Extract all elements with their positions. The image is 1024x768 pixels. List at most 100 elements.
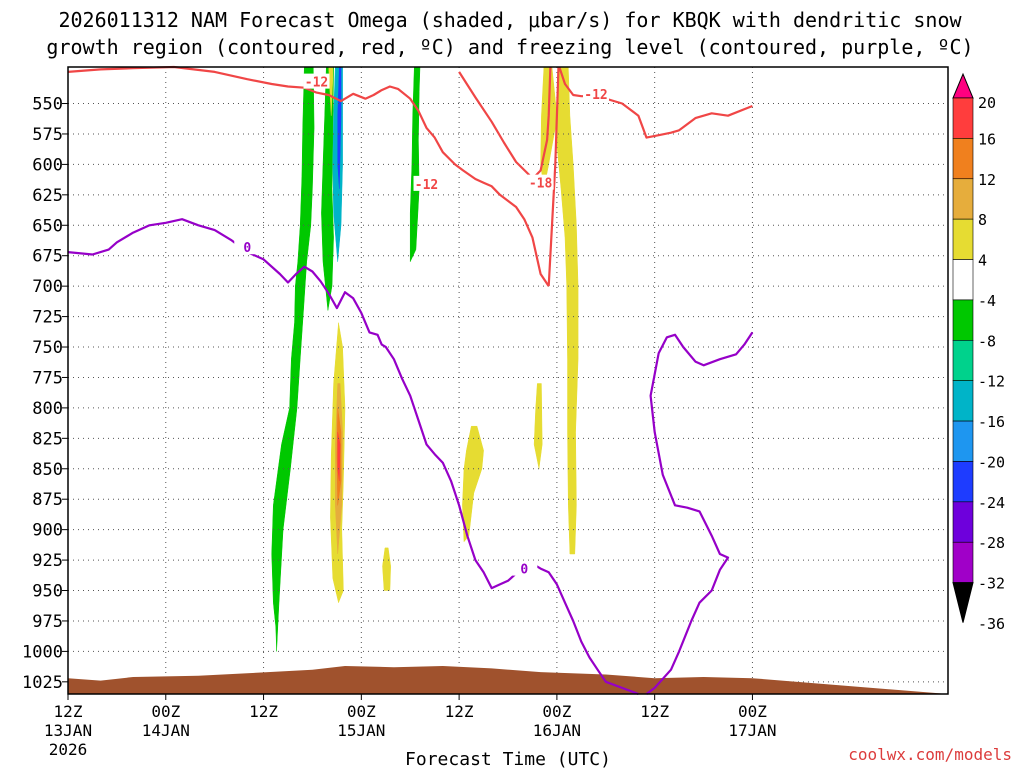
x-tick-date-60: 16JAN: [533, 721, 581, 740]
y-tick-label-750: 750: [32, 338, 63, 358]
colorbar-bin-5: [952, 259, 974, 301]
colorbar-label-10: -24: [978, 494, 1005, 512]
colorbar-bin-10: [952, 461, 974, 503]
y-tick-label-800: 800: [32, 399, 63, 419]
x-tick-label-36: 00Z: [347, 702, 376, 721]
colorbar-bin-2: [952, 138, 974, 180]
y-tick-label-900: 900: [32, 521, 63, 541]
dgz-line-1: [458, 66, 552, 181]
frz-line-1: [645, 331, 754, 695]
colorbar-label-7: -12: [978, 373, 1005, 391]
ground-surface: [68, 666, 948, 694]
omega-region-0: [271, 66, 315, 652]
colorbar-bin-3: [952, 178, 974, 220]
x-tick-date-12: 14JAN: [142, 721, 190, 740]
y-tick-label-850: 850: [32, 460, 63, 480]
colorbar-label-1: 16: [978, 130, 996, 148]
colorbar-bin-9: [952, 420, 974, 462]
y-tick-label-725: 725: [32, 308, 63, 328]
y-tick-label-1000: 1000: [22, 642, 63, 662]
y-tick-label-775: 775: [32, 368, 63, 388]
omega-region-2: [409, 66, 421, 262]
y-tick-label-875: 875: [32, 490, 63, 510]
dendritic-growth-contours: -12 -12 -18 -12: [67, 65, 753, 287]
dgz-label-d: -12: [584, 88, 607, 103]
x-tick-label-60: 00Z: [542, 702, 571, 721]
dgz-label-d-bg: [583, 85, 609, 101]
colorbar-label-2: 12: [978, 171, 996, 189]
colorbar-bin-1: [952, 97, 974, 139]
omega-region-1: [321, 66, 334, 311]
frz-label-b: 0: [520, 563, 528, 578]
dgz-line-0: [67, 65, 550, 287]
colorbar-bin-4: [952, 218, 974, 260]
chart-title-line-2: growth region (contoured, red, ºC) and f…: [46, 35, 973, 59]
colorbar-label-12: -32: [978, 575, 1005, 593]
omega-region-12: [533, 383, 543, 469]
dgz-label-c: -18: [529, 177, 553, 192]
dgz-label-c-bg: [527, 174, 554, 190]
x-tick-date-36: 15JAN: [337, 721, 385, 740]
colorbar-label-0: 20: [978, 94, 996, 112]
colorbar-label-3: 8: [978, 211, 987, 229]
colorbar-label-13: -36: [978, 615, 1005, 633]
x-tick-label-72: 12Z: [640, 702, 669, 721]
colorbar-label-5: -4: [978, 292, 996, 310]
dgz-label-b: -12: [415, 178, 438, 193]
frz-label-a: 0: [243, 241, 251, 256]
terrain-fill: [68, 666, 948, 694]
y-axis: 550 575 600 625 650 675 700 725 750 775 800 825 850 8…: [22, 95, 68, 693]
x-tick-year-0: 2026: [49, 740, 88, 759]
colorbar-label-11: -28: [978, 534, 1005, 552]
colorbar-bin-8: [952, 380, 974, 422]
dgz-line-2: [558, 66, 753, 139]
dgz-label-b-bg: [413, 175, 440, 191]
y-tick-label-975: 975: [32, 612, 63, 632]
colorbar-label-8: -16: [978, 413, 1005, 431]
colorbar-bin-7: [952, 340, 974, 381]
y-tick-label-575: 575: [32, 125, 63, 145]
y-tick-label-1025: 1025: [22, 673, 63, 693]
x-tick-label-24: 12Z: [249, 702, 278, 721]
colorbar-top-arrow: [952, 72, 974, 99]
frz-label-b-bg: [511, 560, 538, 576]
frz-line-0: [67, 218, 639, 696]
x-tick-label-48: 12Z: [445, 702, 474, 721]
watermark-link[interactable]: coolwx.com/models: [848, 745, 1012, 764]
freezing-level-contours: 00: [67, 218, 754, 696]
x-tick-label-12: 00Z: [151, 702, 180, 721]
colorbar-label-4: 4: [978, 252, 987, 270]
x-tick-label-0: 12Z: [54, 702, 83, 721]
x-tick-date-84: 17JAN: [728, 721, 776, 740]
x-axis-label: Forecast Time (UTC): [405, 749, 611, 768]
y-tick-label-825: 825: [32, 429, 63, 449]
dgz-label-a: -12: [305, 76, 328, 91]
x-tick-date-0: 13JAN: [44, 721, 92, 740]
omega-region-13: [540, 66, 579, 555]
chart-title-line-1: 2026011312 NAM Forecast Omega (shaded, μ…: [58, 8, 962, 32]
colorbar-bottom-arrow: [952, 582, 974, 623]
y-tick-label-650: 650: [32, 216, 63, 236]
colorbar-label-6: -8: [978, 332, 996, 350]
dgz-line-3: [547, 66, 560, 287]
y-tick-label-700: 700: [32, 277, 63, 297]
plot-frame: [67, 66, 949, 695]
x-tick-label-84: 00Z: [738, 702, 767, 721]
colorbar-label-9: -20: [978, 453, 1005, 471]
y-tick-label-675: 675: [32, 247, 63, 267]
y-tick-label-550: 550: [32, 95, 63, 115]
y-tick-label-600: 600: [32, 155, 63, 175]
colorbar-bin-11: [952, 501, 974, 543]
omega-region-10: [382, 547, 391, 591]
grid-lines: [68, 67, 948, 694]
omega-shaded-regions: [271, 66, 579, 652]
omega-region-11: [462, 425, 484, 543]
colorbar-bin-12: [952, 541, 974, 583]
dgz-label-a-bg: [303, 73, 330, 89]
colorbar-bin-6: [952, 299, 974, 341]
y-tick-label-625: 625: [32, 186, 63, 206]
y-tick-label-950: 950: [32, 582, 63, 602]
y-tick-label-925: 925: [32, 551, 63, 571]
